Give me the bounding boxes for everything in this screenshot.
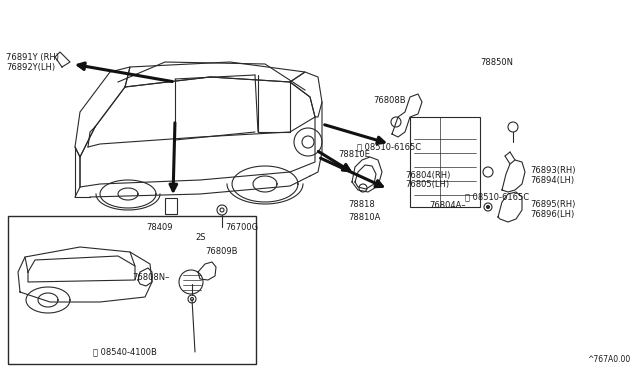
Text: 76896(LH): 76896(LH) bbox=[530, 209, 574, 218]
Text: 76894(LH): 76894(LH) bbox=[530, 176, 574, 185]
Text: Ⓜ 08510-6165C: Ⓜ 08510-6165C bbox=[357, 142, 421, 151]
Text: 78818: 78818 bbox=[348, 199, 375, 208]
Text: 78810E: 78810E bbox=[338, 150, 370, 158]
Text: Ⓜ 08510-6165C: Ⓜ 08510-6165C bbox=[465, 192, 529, 202]
Text: 76804A–: 76804A– bbox=[429, 201, 466, 209]
Text: 76805(LH): 76805(LH) bbox=[405, 180, 449, 189]
Bar bbox=[410, 117, 480, 207]
Text: ^767A0.00: ^767A0.00 bbox=[587, 355, 630, 364]
Text: Ⓜ 08540-4100B: Ⓜ 08540-4100B bbox=[93, 347, 157, 356]
Bar bbox=[8, 216, 256, 364]
Text: 76891Y (RH): 76891Y (RH) bbox=[6, 52, 59, 61]
Text: 76895(RH): 76895(RH) bbox=[530, 199, 575, 208]
Text: 76808N–: 76808N– bbox=[132, 273, 170, 282]
Text: 76808B: 76808B bbox=[374, 96, 406, 105]
Text: 78810A: 78810A bbox=[348, 212, 380, 221]
Text: 2S: 2S bbox=[195, 232, 205, 241]
Text: 76700G: 76700G bbox=[225, 222, 258, 231]
Text: 76809B: 76809B bbox=[205, 247, 237, 257]
Text: 76892Y(LH): 76892Y(LH) bbox=[6, 62, 55, 71]
Text: 76804(RH): 76804(RH) bbox=[405, 170, 451, 180]
Text: 76893(RH): 76893(RH) bbox=[530, 166, 575, 174]
Text: 78850N: 78850N bbox=[480, 58, 513, 67]
Bar bbox=[165, 198, 177, 214]
Circle shape bbox=[486, 205, 490, 208]
Text: 78409: 78409 bbox=[147, 222, 173, 231]
